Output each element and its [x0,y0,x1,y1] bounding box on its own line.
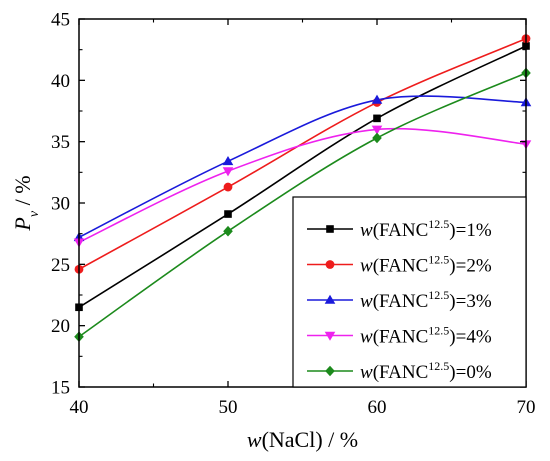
series-line [78,72,527,338]
y-axis-title-text: Pv / % [10,175,42,231]
y-axis-title-italic: P [10,217,35,231]
x-axis-title-italic: w [247,427,262,452]
legend-marker [324,294,336,304]
data-point [371,125,383,135]
legend-label-pre: (FANC [373,220,429,241]
legend-label-italic: w [360,291,373,312]
legend-label: w(FANC12.5)=0% [360,359,492,383]
legend-label: w(FANC12.5)=1% [360,217,492,241]
legend-label-sup: 12.5 [428,217,449,231]
legend-item: w(FANC12.5)=2% [307,253,492,277]
x-tick-label: 40 [70,397,89,418]
data-point [222,167,234,177]
legend-item: w(FANC12.5)=0% [307,359,492,383]
y-tick-label: 25 [51,255,70,276]
legend-label: w(FANC12.5)=4% [360,324,492,348]
y-tick-label: 15 [51,378,70,399]
legend-label-sup: 12.5 [428,288,449,302]
x-tick-label: 60 [368,397,387,418]
legend-label-post: )=1% [449,220,492,241]
legend-label-sup: 12.5 [428,359,449,373]
legend-label-post: )=0% [449,362,492,383]
legend-item: w(FANC12.5)=3% [307,288,492,312]
legend-label-pre: (FANC [373,291,429,312]
x-tick-label: 50 [219,397,238,418]
legend-label-pre: (FANC [373,327,429,348]
legend-label-post: )=3% [449,291,492,312]
legend-label-italic: w [360,256,373,277]
legend-label: w(FANC12.5)=3% [360,288,492,312]
x-axis-title: w(NaCl) / % [247,427,358,452]
data-point [222,155,234,166]
y-tick-label: 20 [51,316,70,337]
data-point [223,182,233,192]
legend-label-sup: 12.5 [428,253,449,267]
y-tick-label: 45 [51,10,70,31]
series-line [78,45,527,308]
legend-label-italic: w [360,327,373,348]
series-line [78,95,527,239]
legend-marker [325,260,335,269]
legend-label-post: )=2% [449,256,492,277]
legend-label-pre: (FANC [373,256,429,277]
y-axis-title: Pv / % [10,175,42,231]
legend-label-italic: w [360,220,373,241]
y-tick-label: 35 [51,132,70,153]
legend-label: w(FANC12.5)=2% [360,253,492,277]
legend-label-sup: 12.5 [428,324,449,338]
data-point [371,94,383,104]
legend-marker [324,331,336,341]
legend-label-pre: (FANC [373,362,429,383]
legend-label-italic: w [360,362,373,383]
data-point [223,225,233,237]
legend-item: w(FANC12.5)=4% [307,324,492,348]
data-point [372,132,382,144]
y-axis-title-sub: v [27,210,42,217]
series-curves [78,37,527,338]
y-tick-label: 40 [51,71,70,92]
legend-marker [325,365,335,377]
legend: w(FANC12.5)=1%w(FANC12.5)=2%w(FANC12.5)=… [292,196,527,388]
y-tick-label: 30 [51,194,70,215]
legend-item: w(FANC12.5)=1% [307,217,492,241]
data-point [373,114,381,123]
series-line [78,127,527,243]
legend-marker [326,225,334,233]
x-tick-label: 70 [517,397,536,418]
y-axis-title-rest: / % [10,175,35,210]
tick-labels: 15 20 25 30 35 40 45 40 50 60 70 [51,10,536,419]
data-point [224,210,232,218]
legend-label-post: )=4% [449,327,492,348]
x-axis-title-rest: (NaCl) / % [262,427,359,452]
